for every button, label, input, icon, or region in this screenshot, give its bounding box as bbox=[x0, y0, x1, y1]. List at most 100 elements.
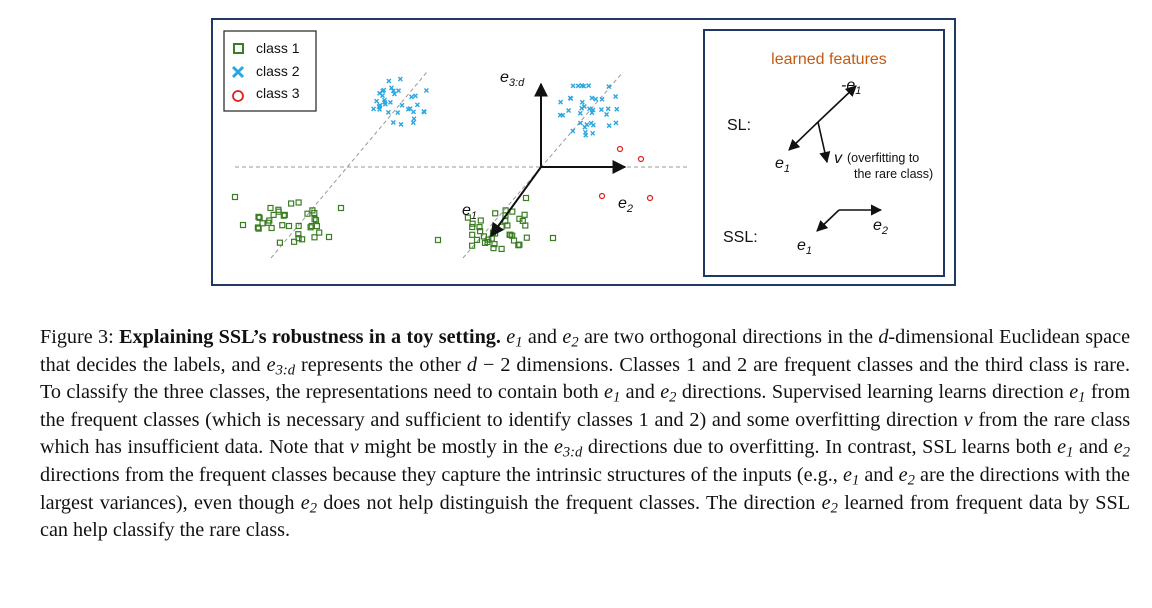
class2-point bbox=[590, 107, 596, 113]
class2-point bbox=[380, 93, 385, 99]
mid-diagonal-dashed-line bbox=[462, 71, 624, 259]
class1-point bbox=[308, 222, 315, 230]
class1-point bbox=[476, 224, 483, 231]
class2-point bbox=[390, 119, 396, 125]
class1-point bbox=[480, 233, 487, 240]
class1-point bbox=[279, 222, 286, 229]
class1-point bbox=[473, 236, 481, 243]
class1-point bbox=[231, 193, 239, 201]
class2-point bbox=[586, 83, 592, 89]
class1-point bbox=[309, 207, 316, 214]
class1-point bbox=[265, 219, 272, 226]
class1-point bbox=[469, 242, 476, 249]
class2-point bbox=[399, 102, 405, 108]
class2-point bbox=[412, 93, 418, 99]
sl-neg-e1-label: -e1 bbox=[841, 77, 861, 97]
class1-point bbox=[259, 220, 266, 227]
class1-point bbox=[490, 245, 497, 252]
coordinate-axes bbox=[490, 82, 627, 238]
class2-point bbox=[599, 96, 605, 102]
class1-point bbox=[281, 211, 288, 218]
class1-legend-marker bbox=[233, 43, 244, 54]
class2-point bbox=[410, 120, 416, 126]
class2-point bbox=[377, 102, 383, 108]
class1-point bbox=[515, 241, 522, 248]
class1-point bbox=[434, 236, 442, 244]
e2-axis-label: e2 bbox=[618, 195, 633, 215]
ssl-e1-arrow bbox=[816, 209, 840, 232]
class3-points bbox=[598, 145, 654, 202]
class1-point bbox=[280, 212, 287, 219]
left-diagonal-dashed-line bbox=[270, 71, 428, 259]
class2-point bbox=[381, 87, 387, 93]
class1-points bbox=[231, 193, 557, 252]
class1-point bbox=[267, 204, 274, 212]
class2-point bbox=[590, 130, 596, 136]
class2-point bbox=[385, 109, 391, 115]
class1-point bbox=[295, 199, 302, 206]
class1-point bbox=[549, 234, 557, 242]
class3-point bbox=[637, 155, 645, 163]
class2-point bbox=[382, 99, 388, 105]
class1-point bbox=[469, 220, 476, 227]
learned-features-panel: learned features SL: SSL: -e1 e1 v (over… bbox=[703, 29, 945, 277]
class1-point bbox=[510, 237, 518, 244]
class1-point bbox=[295, 222, 302, 229]
class2-point bbox=[566, 107, 572, 113]
class1-point bbox=[522, 222, 529, 229]
class1-point bbox=[270, 211, 277, 218]
class2-point bbox=[605, 106, 611, 112]
class3-point bbox=[616, 145, 624, 153]
class2-point bbox=[414, 102, 420, 108]
class2-point bbox=[581, 83, 587, 89]
class2-point bbox=[395, 110, 401, 116]
class2-point bbox=[387, 99, 393, 105]
legend-class2-label: class 2 bbox=[256, 63, 300, 79]
caption-title: Explaining SSL’s robustness in a toy set… bbox=[119, 326, 501, 348]
math-e1: e1 bbox=[506, 326, 523, 351]
class1-point bbox=[523, 234, 530, 241]
class1-point bbox=[268, 224, 275, 232]
class2-point bbox=[579, 105, 585, 111]
e1-axis bbox=[490, 166, 542, 238]
class3-point bbox=[646, 194, 654, 202]
e1-axis-label: e1 bbox=[462, 202, 477, 222]
ssl-label: SSL: bbox=[723, 229, 758, 246]
class1-point bbox=[498, 245, 505, 252]
class1-point bbox=[276, 239, 284, 246]
class2-point bbox=[613, 120, 619, 126]
class2-point bbox=[411, 109, 417, 115]
class1-point bbox=[313, 223, 321, 230]
sl-neg-e1-arrow bbox=[817, 85, 857, 123]
class1-point bbox=[275, 208, 282, 215]
sl-e1-arrow bbox=[788, 121, 819, 151]
legend: class 1 class 2 class 3 bbox=[223, 30, 317, 112]
class1-point bbox=[254, 224, 262, 231]
ssl-e2-label: e2 bbox=[873, 217, 888, 237]
class2-point bbox=[598, 107, 604, 113]
class2-point bbox=[398, 121, 404, 127]
class3-legend-marker bbox=[232, 90, 244, 102]
class1-point bbox=[337, 204, 345, 212]
class2-point bbox=[570, 128, 576, 134]
class1-point bbox=[285, 222, 293, 230]
class1-point bbox=[477, 217, 484, 224]
class2-points bbox=[371, 76, 620, 138]
figure-canvas: class 1 class 2 class 3 e3:d e1 e2 learn… bbox=[223, 29, 945, 277]
class2-point bbox=[390, 88, 396, 94]
class1-point bbox=[304, 210, 311, 217]
caption-label: Figure 3: bbox=[40, 326, 114, 348]
class3-point bbox=[598, 192, 606, 200]
class2-point bbox=[593, 96, 599, 102]
class2-point bbox=[577, 120, 583, 126]
sl-e1-label: e1 bbox=[775, 155, 790, 175]
v-note-line2: the rare class) bbox=[854, 167, 933, 181]
class1-point bbox=[464, 214, 471, 221]
class1-point bbox=[469, 231, 476, 238]
sl-v-label: v bbox=[834, 150, 843, 167]
class1-point bbox=[469, 223, 476, 231]
class2-point bbox=[604, 112, 610, 118]
class1-point bbox=[255, 225, 262, 232]
class2-point bbox=[558, 99, 564, 105]
class2-point bbox=[397, 76, 403, 82]
